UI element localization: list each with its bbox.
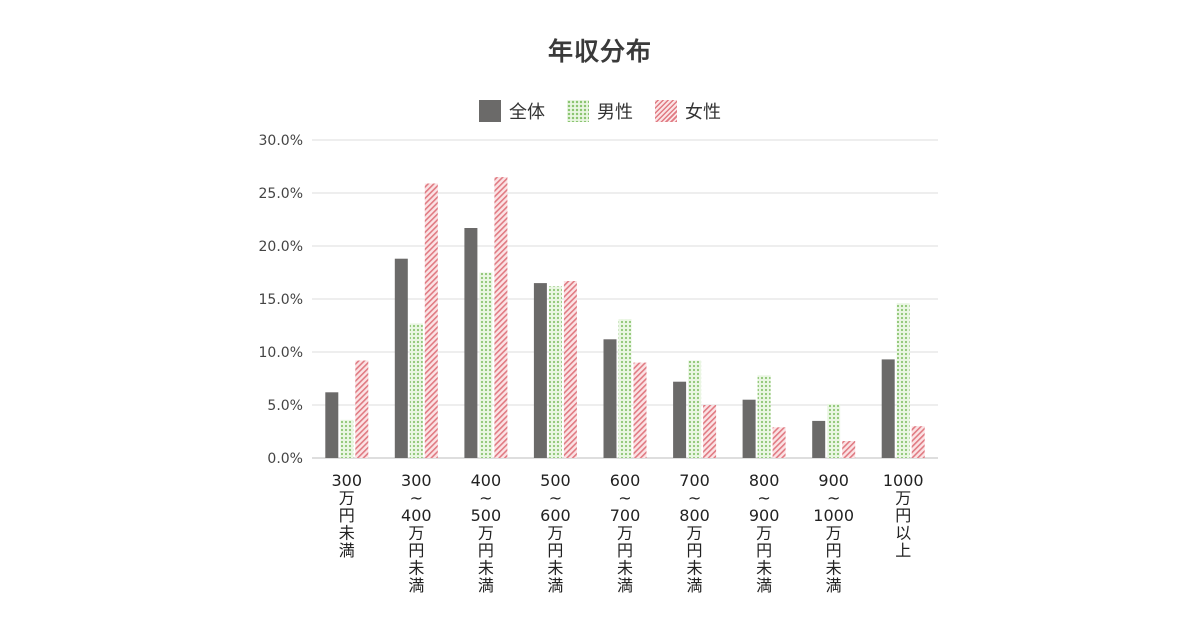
x-category-label: 1000 万円以上 bbox=[883, 471, 924, 560]
y-tick-label: 0.0% bbox=[267, 451, 303, 467]
x-category-label: 800 ~900 万円未満 bbox=[749, 471, 780, 595]
y-tick-label: 15.0% bbox=[259, 292, 303, 308]
legend-item-male: 男性 bbox=[567, 98, 633, 124]
x-category-label: 500 ~600 万円未満 bbox=[540, 471, 571, 595]
x-category-label: 600 ~700 万円未満 bbox=[610, 471, 641, 595]
bar-male bbox=[896, 303, 910, 458]
x-category-label: 900 ~1000 万円未満 bbox=[813, 471, 854, 595]
axis-labels: 0.0% 5.0% 10.0% 15.0% 20.0% 25.0% 30.0% 300 万円未満… bbox=[259, 133, 924, 595]
bar-male bbox=[757, 375, 771, 458]
bar-all bbox=[325, 392, 339, 458]
y-tick-label: 30.0% bbox=[259, 133, 303, 149]
x-category-label: 300 ~400 万円未満 bbox=[401, 471, 432, 595]
bar-all bbox=[742, 399, 756, 458]
bar-all bbox=[881, 359, 895, 458]
x-category-label: 700 ~800 万円未満 bbox=[679, 471, 710, 595]
chart-title: 年収分布 bbox=[547, 37, 652, 66]
legend-swatch-female bbox=[655, 100, 677, 122]
legend-label-male: 男性 bbox=[597, 102, 633, 123]
bar-male bbox=[618, 319, 632, 458]
bar-female bbox=[563, 281, 577, 458]
legend-item-female: 女性 bbox=[655, 98, 721, 124]
bar-male bbox=[827, 403, 841, 458]
bar-male bbox=[548, 286, 562, 458]
bar-female bbox=[424, 183, 438, 458]
x-category-label: 300 万円未満 bbox=[332, 471, 363, 560]
x-category-label: 400 ~500 万円未満 bbox=[471, 471, 502, 595]
legend-swatch-male bbox=[567, 100, 589, 122]
bar-female bbox=[703, 405, 717, 458]
bar-all bbox=[394, 258, 408, 458]
bar-all bbox=[533, 283, 547, 458]
bar-male bbox=[409, 323, 423, 458]
bar-female bbox=[633, 362, 647, 458]
bar-female bbox=[772, 427, 786, 458]
bar-all bbox=[464, 228, 478, 458]
legend-item-all: 全体 bbox=[479, 98, 545, 124]
bar-male bbox=[688, 360, 702, 458]
bar-all bbox=[603, 339, 617, 458]
y-tick-label: 25.0% bbox=[259, 186, 303, 202]
legend-label-female: 女性 bbox=[685, 102, 721, 123]
bar-female bbox=[355, 360, 369, 458]
bar-male bbox=[479, 272, 493, 458]
bar-female bbox=[494, 177, 508, 458]
legend-label-all: 全体 bbox=[509, 102, 545, 123]
bar-all bbox=[812, 420, 826, 458]
y-tick-label: 20.0% bbox=[259, 239, 303, 255]
bar-female bbox=[911, 426, 925, 458]
legend-swatch-all bbox=[479, 100, 501, 122]
bar-female bbox=[842, 441, 856, 458]
legend: 全体 男性 女性 bbox=[0, 98, 1200, 124]
y-tick-label: 5.0% bbox=[267, 398, 303, 414]
bar-all bbox=[673, 381, 687, 458]
bars bbox=[325, 177, 925, 458]
y-tick-label: 10.0% bbox=[259, 345, 303, 361]
bar-male bbox=[340, 419, 354, 458]
